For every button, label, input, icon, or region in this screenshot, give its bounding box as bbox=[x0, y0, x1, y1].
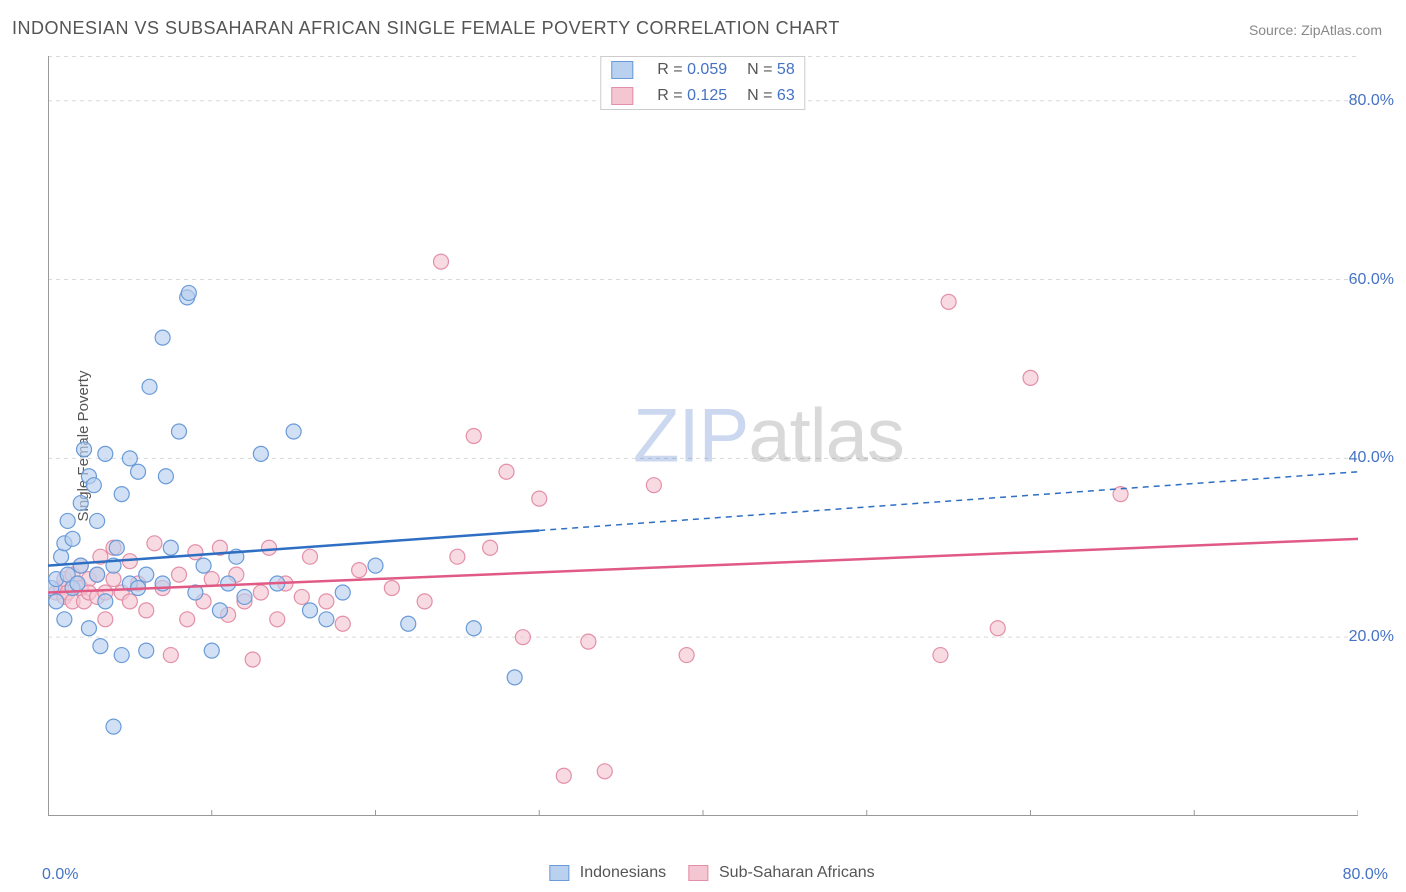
y-tick-label: 40.0% bbox=[1349, 449, 1394, 467]
y-tick-label: 20.0% bbox=[1349, 628, 1394, 646]
y-tick-label: 60.0% bbox=[1349, 271, 1394, 289]
legend-r-value: 0.059 bbox=[687, 61, 727, 78]
legend-r-label: R = bbox=[657, 87, 682, 104]
legend-r-value: 0.125 bbox=[687, 87, 727, 104]
legend-swatch-series-1 bbox=[611, 87, 633, 105]
legend-n-label: N = bbox=[747, 61, 772, 78]
legend-n-value: 58 bbox=[777, 61, 795, 78]
legend-n-label: N = bbox=[747, 87, 772, 104]
chart-title: INDONESIAN VS SUBSAHARAN AFRICAN SINGLE … bbox=[12, 18, 840, 39]
source-attribution: Source: ZipAtlas.com bbox=[1249, 22, 1382, 38]
x-tick-max: 80.0% bbox=[1343, 866, 1388, 884]
legend-swatch-indonesians bbox=[549, 865, 569, 881]
legend-swatch-series-0 bbox=[611, 61, 633, 79]
plot-area: ZIPatlas bbox=[48, 56, 1358, 816]
legend-r-label: R = bbox=[657, 61, 682, 78]
legend-label-indonesians: Indonesians bbox=[580, 864, 666, 881]
legend-label-subsaharan: Sub-Saharan Africans bbox=[719, 864, 875, 881]
y-tick-label: 80.0% bbox=[1349, 92, 1394, 110]
legend-n-value: 63 bbox=[777, 87, 795, 104]
legend-stats: R = 0.059 N = 58 R = 0.125 N = 63 bbox=[600, 56, 805, 110]
legend-series: Indonesians Sub-Saharan Africans bbox=[531, 864, 874, 882]
correlation-chart: INDONESIAN VS SUBSAHARAN AFRICAN SINGLE … bbox=[0, 0, 1406, 892]
scatter-svg bbox=[48, 56, 1358, 816]
legend-swatch-subsaharan bbox=[689, 865, 709, 881]
x-tick-origin: 0.0% bbox=[42, 866, 78, 884]
